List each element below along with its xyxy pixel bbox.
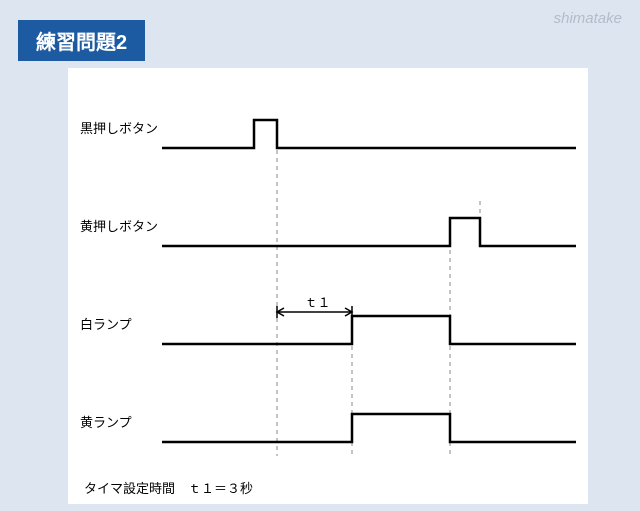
watermark: shimatake (554, 10, 622, 27)
signal-label-yellow-lamp: 黄ランプ (80, 412, 162, 431)
signal-wave-yellow-lamp (162, 380, 576, 462)
signal-row-yellow-push-button: 黄押しボタン (80, 184, 576, 266)
signal-row-yellow-lamp: 黄ランプ (80, 380, 576, 462)
signal-row-white-lamp: 白ランプｔ１ (80, 282, 576, 364)
signal-wave-white-lamp: ｔ１ (162, 282, 576, 364)
signal-label-black-push-button: 黒押しボタン (80, 118, 162, 137)
signal-label-yellow-push-button: 黄押しボタン (80, 216, 162, 235)
timer-setting-note: タイマ設定時間 ｔ１＝３秒 (80, 478, 576, 497)
signal-wave-yellow-push-button (162, 184, 576, 266)
signal-row-black-push-button: 黒押しボタン (80, 86, 576, 168)
page-title-badge: 練習問題2 (18, 20, 145, 61)
signal-label-white-lamp: 白ランプ (80, 314, 162, 333)
timing-chart-panel: 黒押しボタン黄押しボタン白ランプｔ１黄ランプ タイマ設定時間 ｔ１＝３秒 (68, 68, 588, 504)
signal-wave-black-push-button (162, 86, 576, 168)
